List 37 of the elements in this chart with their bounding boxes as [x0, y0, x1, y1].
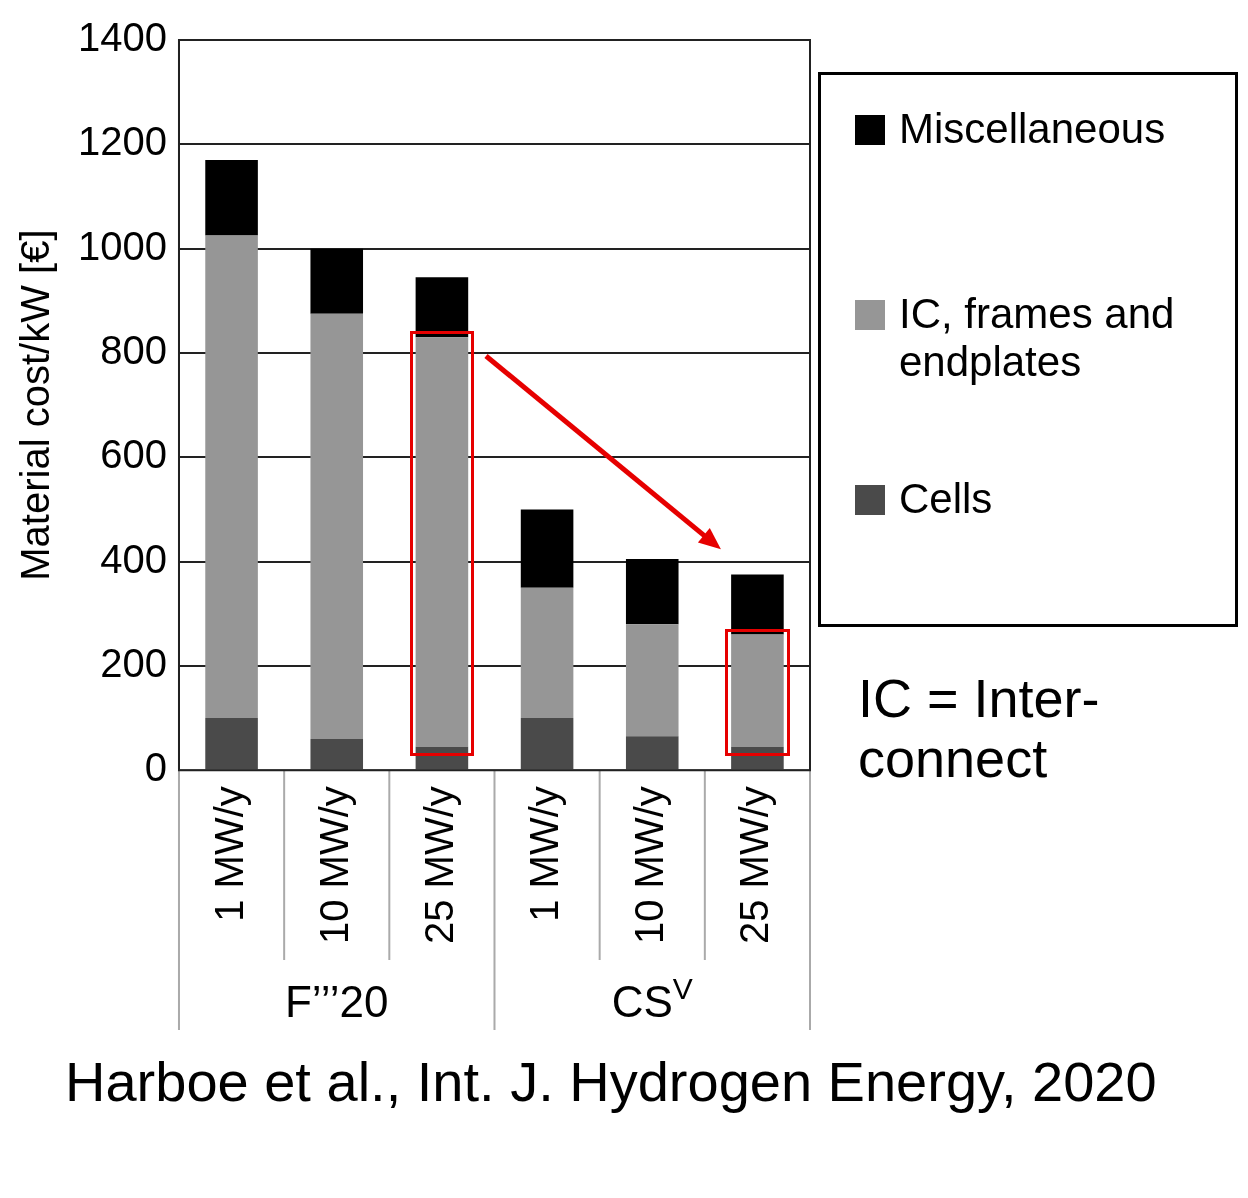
text: IC = Inter-connect — [858, 668, 1101, 788]
bar — [205, 235, 258, 719]
y-tick-label: 1400 — [78, 15, 167, 60]
bar — [520, 587, 574, 719]
bar — [520, 718, 574, 770]
bar — [205, 718, 258, 770]
x-tick-label: 25 MW/y — [416, 786, 461, 944]
y-tick-label: 1200 — [78, 119, 167, 164]
y-axis-title: Material cost/kW [€] — [13, 229, 58, 581]
legend-label: IC, frames and endplates — [899, 290, 1176, 386]
bar — [310, 248, 364, 314]
y-tick-label: 400 — [100, 536, 167, 581]
bar — [731, 574, 784, 635]
y-tick-label: 1000 — [78, 223, 167, 268]
x-tick-label: 1 MW/y — [522, 786, 567, 922]
y-tick-label: 200 — [100, 640, 167, 685]
bar — [415, 277, 469, 338]
bar — [205, 159, 258, 236]
y-tick-label: 800 — [100, 327, 167, 372]
bar — [625, 624, 679, 737]
x-tick-label: 10 MW/y — [627, 786, 672, 944]
y-tick-label: 600 — [100, 432, 167, 477]
bar — [625, 558, 679, 625]
text: Harboe et al., Int. J. Hydrogen Energy, 2020 — [65, 1050, 1158, 1114]
bar — [310, 313, 364, 739]
bar — [625, 736, 679, 770]
x-tick-label: 10 MW/y — [311, 786, 356, 944]
bar — [415, 337, 469, 747]
bar — [731, 634, 784, 747]
bar — [310, 738, 364, 770]
y-tick-label: 0 — [144, 745, 167, 790]
x-tick-label: 1 MW/y — [206, 786, 251, 922]
legend-label: Miscellaneous — [899, 105, 1167, 153]
text: F’’’20 — [284, 977, 389, 1027]
bar — [520, 509, 574, 588]
legend-label: Cells — [899, 475, 994, 523]
x-tick-label: 25 MW/y — [732, 786, 777, 944]
